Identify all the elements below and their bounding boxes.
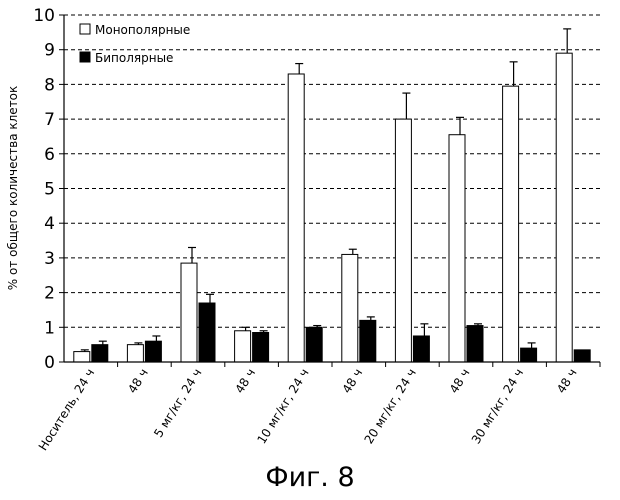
bar-monopolar bbox=[394, 118, 412, 363]
gridlines bbox=[64, 14, 600, 328]
bar-bipolar bbox=[466, 325, 484, 363]
legend-swatch-monopolar bbox=[79, 23, 91, 35]
legend-label-bipolar: Биполярные bbox=[95, 51, 173, 65]
y-tick-label: 1 bbox=[44, 318, 55, 338]
y-tick-label: 6 bbox=[44, 145, 55, 165]
y-tick-label: 8 bbox=[44, 75, 55, 95]
bar-bipolar bbox=[252, 332, 270, 363]
bar-monopolar bbox=[555, 52, 573, 363]
bar-monopolar bbox=[341, 253, 359, 363]
bar-bipolar bbox=[359, 319, 377, 363]
bar-monopolar bbox=[126, 344, 144, 363]
y-tick-label: 7 bbox=[44, 110, 55, 130]
bar-bipolar bbox=[305, 326, 323, 363]
bar-monopolar bbox=[502, 85, 520, 363]
x-tick-label: 48 ч bbox=[232, 366, 258, 396]
bar-bipolar bbox=[144, 340, 162, 363]
y-tick-label: 3 bbox=[44, 249, 55, 269]
x-tick-label: 5 мг/кг, 24 ч bbox=[151, 366, 204, 440]
bars bbox=[73, 28, 591, 363]
bar-monopolar bbox=[73, 351, 91, 363]
y-tick-label: 4 bbox=[44, 214, 55, 234]
y-tick-label: 0 bbox=[44, 353, 55, 373]
x-tick-label: 30 мг/кг, 24 ч bbox=[469, 366, 526, 446]
y-axis: 0 1 2 3 4 5 6 7 8 9 10 bbox=[33, 6, 65, 373]
y-tick-label: 10 bbox=[33, 6, 55, 26]
y-tick-label: 2 bbox=[44, 284, 55, 304]
bar-bipolar bbox=[573, 349, 591, 363]
x-tick-label: 48 ч bbox=[554, 366, 580, 396]
bar-monopolar bbox=[287, 73, 305, 363]
figure-caption: Фиг. 8 bbox=[265, 462, 355, 493]
legend: Монополярные Биполярные bbox=[79, 23, 190, 65]
bar-bipolar bbox=[520, 347, 538, 363]
bar-monopolar bbox=[180, 262, 198, 363]
bar-bipolar bbox=[91, 344, 109, 363]
bar-monopolar bbox=[448, 134, 466, 363]
x-tick-label: 48 ч bbox=[447, 366, 473, 396]
x-tick-label: 48 ч bbox=[125, 366, 151, 396]
bar-bipolar bbox=[198, 302, 216, 363]
bar-monopolar bbox=[234, 330, 252, 363]
y-tick-label: 5 bbox=[44, 180, 55, 200]
legend-label-monopolar: Монополярные bbox=[95, 23, 190, 37]
x-tick-label: 20 мг/кг, 24 ч bbox=[362, 366, 419, 446]
x-tick-label: Носитель, 24 ч bbox=[36, 366, 98, 453]
bar-bipolar bbox=[412, 335, 430, 363]
legend-swatch-bipolar bbox=[79, 51, 91, 63]
y-axis-label: % от общего количества клеток bbox=[6, 86, 20, 291]
x-tick-label: 48 ч bbox=[340, 366, 366, 396]
y-tick-label: 9 bbox=[44, 41, 55, 61]
x-tick-label: 10 мг/кг, 24 ч bbox=[254, 366, 311, 446]
